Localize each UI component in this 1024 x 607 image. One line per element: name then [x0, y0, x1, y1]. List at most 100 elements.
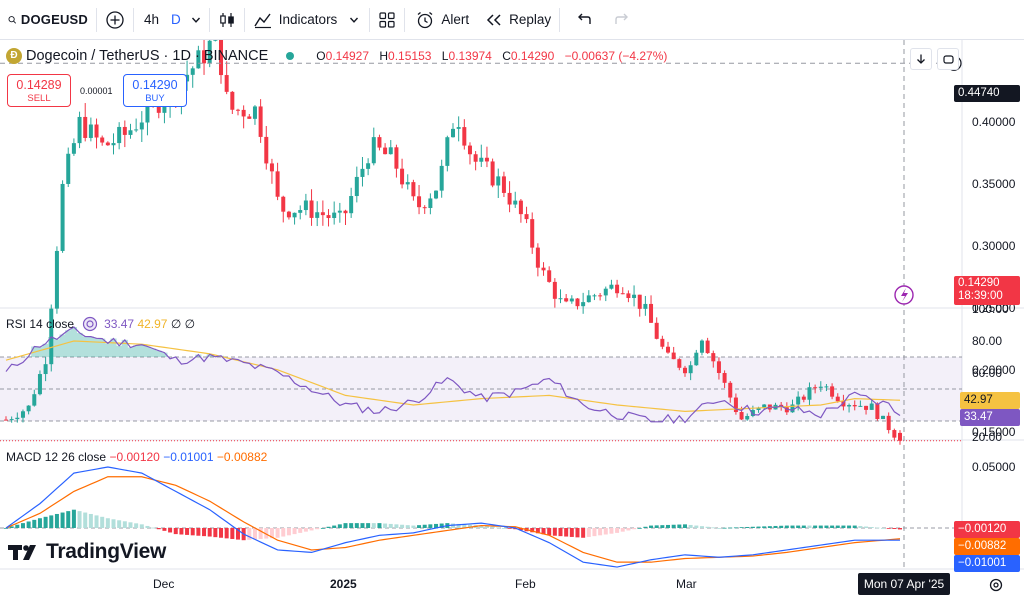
chart-type-button[interactable]	[210, 7, 245, 32]
macd-histogram-bar	[377, 523, 382, 528]
macd-histogram-bar	[835, 525, 840, 528]
redo-button[interactable]	[600, 0, 640, 40]
indicators-button[interactable]: Indicators	[245, 0, 346, 40]
candle-body	[309, 200, 314, 218]
replay-button[interactable]: Replay	[477, 7, 561, 32]
macd-histogram-bar	[394, 524, 399, 528]
macd-histogram-bar	[111, 519, 116, 528]
macd-fast: 12	[44, 450, 59, 464]
settings-button[interactable]	[988, 577, 1004, 596]
macd-histogram-bar	[405, 525, 410, 528]
candle-body	[660, 338, 665, 347]
macd-histogram-bar	[796, 525, 801, 528]
macd-signal-tag: −0.00882	[954, 538, 1020, 555]
macd-histogram-bar	[196, 528, 201, 536]
macd-histogram-bar	[105, 518, 110, 528]
interval-d[interactable]: D	[171, 12, 181, 27]
reset-chart-button[interactable]	[937, 48, 959, 70]
candle-body	[830, 386, 835, 397]
macd-histogram-bar	[100, 516, 105, 528]
candle-body	[547, 270, 552, 282]
buy-button[interactable]: 0.14290 BUY	[123, 74, 187, 107]
rsi-ma-value: 42.97	[137, 317, 168, 331]
candle-body	[326, 215, 331, 219]
macd-histogram-bar	[117, 520, 122, 528]
overlays	[0, 40, 962, 569]
alert-button[interactable]: Alert	[405, 0, 477, 40]
candle-body	[66, 153, 71, 184]
scroll-to-realtime-button[interactable]	[910, 48, 932, 70]
candle-body	[496, 176, 501, 186]
macd-histogram-bar	[767, 526, 772, 528]
candle-body	[241, 109, 246, 117]
macd-histogram-bar	[258, 528, 263, 539]
chart-canvas[interactable]: 0.500000.400000.350000.300000.250000.200…	[0, 40, 1024, 607]
symbol-search[interactable]: DOGEUSD	[0, 7, 97, 32]
interval-4h[interactable]: 4h	[144, 12, 160, 27]
candle-body	[535, 247, 540, 268]
compare-button[interactable]	[97, 7, 134, 32]
candle-body	[722, 373, 727, 383]
macd-histogram-bar	[841, 525, 846, 528]
macd-histogram-bar	[173, 528, 178, 535]
sell-button[interactable]: 0.14289 SELL	[7, 74, 71, 107]
rsi-extra1: ∅	[170, 317, 182, 331]
undo-icon	[578, 13, 591, 24]
price-tick-label: 0.40000	[972, 115, 1016, 129]
rsi-name[interactable]: RSI	[6, 317, 27, 331]
sell-price: 0.14289	[16, 78, 62, 92]
candle-body	[796, 396, 801, 405]
macd-histogram-bar	[292, 528, 297, 535]
rsi-value-tag: 33.47	[960, 409, 1020, 426]
interval-dropdown[interactable]	[187, 7, 210, 32]
sync-icon	[82, 316, 98, 332]
candle-body	[54, 250, 59, 309]
macd-histogram-bar	[400, 524, 405, 528]
macd-histogram-bar	[190, 528, 195, 536]
rsi-value: 33.47	[104, 317, 135, 331]
candle-body	[473, 154, 478, 162]
macd-histogram-bar	[77, 511, 82, 528]
candle-body	[94, 124, 99, 138]
candle-body	[122, 126, 127, 135]
macd-signal-value: −0.00882	[216, 450, 268, 464]
macd-histogram-bar	[886, 528, 891, 529]
candle-body	[264, 136, 269, 164]
macd-histogram-bar	[349, 523, 354, 528]
undo-button[interactable]	[560, 0, 600, 40]
candle-body	[801, 396, 806, 400]
candle-body	[852, 405, 857, 407]
macd-histogram-bar	[864, 526, 869, 528]
alarm-clock-icon	[417, 11, 433, 28]
close-value: 0.14290	[510, 49, 555, 63]
symbol-title[interactable]: Dogecoin / TetherUS · 1D · BINANCE	[26, 48, 269, 64]
candle-body	[190, 68, 195, 75]
macd-name[interactable]: MACD	[6, 450, 42, 464]
candle-body	[100, 137, 105, 143]
candle-body	[196, 50, 201, 69]
chevron-down-icon	[191, 17, 200, 23]
candle-body	[230, 91, 235, 110]
candle-body	[898, 432, 902, 441]
candle-body	[841, 401, 846, 407]
candle-body	[213, 40, 218, 41]
open-value: 0.14927	[325, 49, 370, 63]
macd-histogram-bar	[54, 513, 59, 528]
candle-body	[320, 212, 325, 216]
candle-body	[484, 157, 489, 162]
candle-body	[835, 396, 840, 402]
macd-histogram-bar	[581, 528, 586, 538]
candle-body	[417, 196, 422, 208]
candle-body	[360, 168, 365, 177]
macd-histogram-bar	[264, 528, 269, 539]
candle-body	[649, 303, 654, 323]
layouts-button[interactable]	[370, 7, 406, 32]
macd-histogram-bar	[269, 528, 274, 539]
cursor-date-badge: Mon 07 Apr '25	[858, 573, 950, 595]
candle-body	[756, 407, 761, 411]
indicators-dropdown[interactable]	[345, 7, 371, 32]
macd-histogram-bar	[462, 524, 467, 528]
candle-body	[699, 340, 704, 353]
macd-histogram-bar	[60, 512, 65, 528]
candle-body	[603, 288, 608, 296]
